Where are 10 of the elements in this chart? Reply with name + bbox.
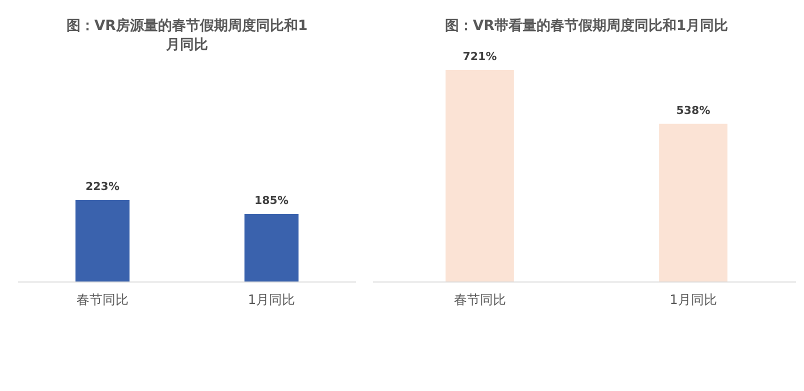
x-tick-label: 1月同比: [248, 293, 296, 308]
chart-title: 图：VR带看量的春节假期周度同比和1月同比: [444, 17, 728, 34]
data-label: 223%: [86, 180, 120, 193]
chart-title: 图：VR房源量的春节假期周度同比和1月同比: [66, 17, 308, 53]
data-label: 538%: [676, 104, 710, 117]
data-label: 721%: [462, 50, 497, 63]
x-tick-label: 春节同比: [76, 293, 128, 308]
x-tick-label: 春节同比: [454, 293, 506, 308]
x-tick-label: 1月同比: [670, 293, 717, 308]
data-label: 185%: [254, 194, 288, 207]
